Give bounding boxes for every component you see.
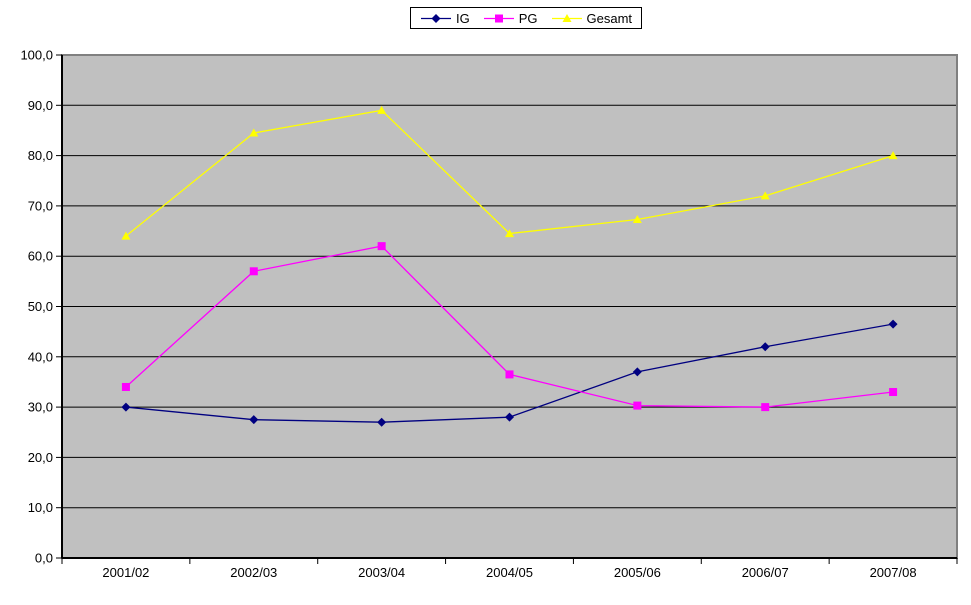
data-point-IG: [377, 417, 387, 427]
legend-item-PG: PG: [483, 11, 538, 26]
y-tick-label: 90,0: [28, 98, 53, 113]
legend-triangle-icon: [551, 13, 582, 22]
y-tick-label: 0,0: [35, 551, 53, 566]
x-tick-label: 2003/04: [358, 565, 405, 580]
data-point-Gesamt: [505, 229, 514, 238]
data-point-PG: [121, 382, 130, 391]
series-PG: [121, 242, 898, 412]
series-Gesamt: [121, 105, 898, 240]
data-point-Gesamt: [632, 214, 642, 223]
data-point-PG: [761, 403, 770, 412]
legend-label-Gesamt: Gesamt: [586, 10, 633, 26]
data-point-Gesamt: [377, 105, 387, 114]
x-tick-label: 2005/06: [614, 565, 661, 580]
data-point-IG: [505, 412, 514, 422]
legend-square-icon: [483, 14, 514, 22]
legend-diamond-icon: [421, 13, 451, 23]
y-tick-label: 60,0: [28, 249, 53, 264]
y-tick-label: 80,0: [28, 148, 53, 163]
legend-marker-Gesamt: [562, 13, 572, 22]
data-point-IG: [888, 319, 898, 329]
y-tick-label: 100,0: [20, 48, 53, 63]
data-point-PG: [505, 370, 514, 379]
x-tick-label: 2001/02: [102, 565, 149, 580]
data-point-PG: [889, 388, 898, 397]
chart-legend: IG PG Gesamt: [410, 7, 643, 29]
y-tick-label: 10,0: [28, 500, 53, 515]
legend-label-IG: IG: [456, 10, 470, 26]
data-point-Gesamt: [760, 191, 770, 200]
legend-marker-IG: [431, 13, 441, 23]
x-tick-label: 2006/07: [742, 565, 789, 580]
data-point-IG: [760, 342, 770, 352]
y-tick-label: 50,0: [28, 299, 53, 314]
legend-item-Gesamt: Gesamt: [551, 10, 633, 26]
data-point-IG: [249, 415, 259, 425]
data-point-PG: [633, 401, 642, 410]
data-point-PG: [377, 242, 386, 251]
y-tick-label: 70,0: [28, 198, 53, 213]
series-IG: [121, 319, 898, 427]
y-tick-label: 30,0: [28, 400, 53, 415]
y-tick-label: 40,0: [28, 349, 53, 364]
x-tick-label: 2002/03: [230, 565, 277, 580]
data-point-Gesamt: [249, 128, 259, 137]
legend-item-IG: IG: [420, 11, 470, 26]
data-point-IG: [632, 367, 642, 377]
legend-marker-PG: [494, 14, 503, 22]
x-tick-label: 2007/08: [870, 565, 917, 580]
legend-label-PG: PG: [518, 10, 538, 26]
y-tick-label: 20,0: [28, 450, 53, 465]
data-point-Gesamt: [121, 231, 131, 240]
data-point-Gesamt: [888, 151, 898, 160]
data-point-PG: [249, 267, 258, 276]
x-tick-label: 2004/05: [486, 565, 533, 580]
data-point-IG: [121, 402, 131, 412]
